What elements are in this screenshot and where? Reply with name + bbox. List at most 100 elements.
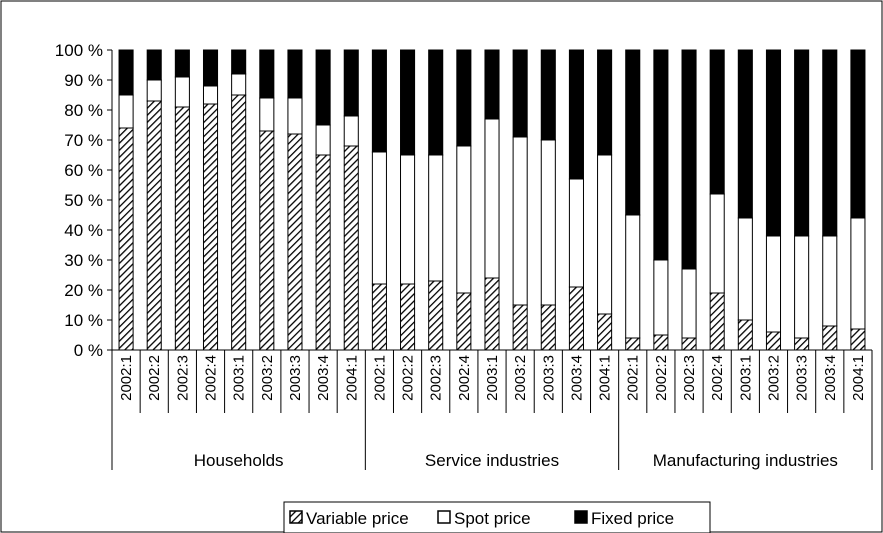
bar-segment-spot-price bbox=[202, 85, 219, 105]
bar-segment-spot-price bbox=[653, 259, 669, 336]
bar-segment-spot-price bbox=[484, 118, 500, 279]
y-tick-label: 80 % bbox=[64, 101, 103, 120]
bar-segment-variable-price bbox=[822, 325, 838, 351]
bar-segment-variable-price bbox=[568, 286, 584, 351]
y-tick-label: 60 % bbox=[64, 161, 103, 180]
bar-segment-spot-price bbox=[765, 235, 782, 333]
bar-segment-fixed-price bbox=[737, 49, 753, 219]
x-category-label: 2003:3 bbox=[794, 355, 811, 401]
y-tick-label: 50 % bbox=[64, 191, 103, 210]
bar-segment-spot-price bbox=[400, 154, 416, 285]
legend-label: Variable price bbox=[306, 509, 409, 528]
bar-segment-fixed-price bbox=[709, 49, 725, 195]
x-category-label: 2003:4 bbox=[822, 355, 839, 401]
x-category-label: 2002:3 bbox=[174, 355, 191, 401]
bar-segment-variable-price bbox=[371, 283, 387, 351]
bar-segment-fixed-price bbox=[287, 49, 303, 99]
bar-segment-fixed-price bbox=[456, 49, 472, 147]
bar-segment-fixed-price bbox=[202, 49, 219, 87]
bar-segment-spot-price bbox=[456, 145, 472, 294]
bar-segment-spot-price bbox=[343, 115, 359, 147]
bar-segment-spot-price bbox=[568, 178, 584, 288]
bar-segment-variable-price bbox=[597, 313, 613, 351]
bar-segment-variable-price bbox=[484, 277, 500, 351]
bar-segment-fixed-price bbox=[625, 49, 641, 216]
bar-segment-variable-price bbox=[231, 94, 247, 351]
bar-segment-fixed-price bbox=[315, 49, 331, 126]
bar-segment-variable-price bbox=[625, 337, 641, 351]
x-category-label: 2002:1 bbox=[118, 355, 135, 401]
bar-segment-spot-price bbox=[371, 151, 387, 285]
bar-segment-fixed-price bbox=[512, 49, 528, 138]
bar-segment-fixed-price bbox=[597, 49, 613, 156]
bar-segment-fixed-price bbox=[822, 49, 838, 237]
bar-segment-fixed-price bbox=[174, 49, 190, 78]
x-category-label: 2004:1 bbox=[597, 355, 614, 401]
bar-segment-variable-price bbox=[174, 106, 190, 351]
y-tick-label: 30 % bbox=[64, 251, 103, 270]
x-group-label: Manufacturing industries bbox=[653, 451, 838, 470]
bar-segment-variable-price bbox=[118, 127, 134, 351]
x-category-label: 2004:1 bbox=[343, 355, 360, 401]
bar-segment-spot-price bbox=[850, 217, 866, 330]
legend-box bbox=[283, 501, 711, 533]
x-category-label: 2002:2 bbox=[653, 355, 670, 401]
x-category-label: 2003:1 bbox=[484, 355, 501, 401]
bar-segment-fixed-price bbox=[540, 49, 556, 141]
bar-segment-fixed-price bbox=[653, 49, 669, 261]
bar-segment-fixed-price bbox=[568, 49, 584, 180]
bar-segment-spot-price bbox=[794, 235, 810, 339]
bar-segment-spot-price bbox=[681, 268, 697, 339]
bar-segment-variable-price bbox=[259, 130, 275, 351]
x-category-label: 2002:2 bbox=[146, 355, 163, 401]
x-category-label: 2003:1 bbox=[737, 355, 754, 401]
bar-segment-variable-price bbox=[146, 100, 162, 351]
bar-segment-variable-price bbox=[540, 304, 556, 351]
bar-segment-variable-price bbox=[850, 328, 866, 351]
x-group-label: Households bbox=[194, 451, 284, 470]
bar-segment-spot-price bbox=[540, 139, 556, 306]
bar-segment-variable-price bbox=[400, 283, 416, 351]
bar-segment-spot-price bbox=[737, 217, 753, 321]
bar-segment-spot-price bbox=[625, 214, 641, 339]
x-category-label: 2002:4 bbox=[456, 355, 473, 401]
bar-segment-spot-price bbox=[428, 154, 444, 282]
bar-segment-spot-price bbox=[287, 97, 303, 135]
y-tick-label: 70 % bbox=[64, 131, 103, 150]
bar-segment-fixed-price bbox=[428, 49, 444, 156]
bar-segment-variable-price bbox=[287, 133, 303, 351]
bar-segment-spot-price bbox=[512, 136, 528, 306]
x-category-label: 2003:2 bbox=[765, 355, 782, 401]
y-tick-label: 40 % bbox=[64, 221, 103, 240]
bar-segment-fixed-price bbox=[343, 49, 359, 117]
x-category-label: 2002:4 bbox=[709, 355, 726, 401]
x-category-label: 2003:3 bbox=[540, 355, 557, 401]
bar-segment-variable-price bbox=[315, 154, 331, 351]
bar-segment-fixed-price bbox=[765, 49, 782, 237]
bar-segment-fixed-price bbox=[794, 49, 810, 237]
bar-segment-variable-price bbox=[681, 337, 697, 351]
bar-segment-variable-price bbox=[794, 337, 810, 351]
bar-segment-fixed-price bbox=[231, 49, 247, 75]
x-category-label: 2003:2 bbox=[259, 355, 276, 401]
bar-segment-variable-price bbox=[709, 292, 725, 351]
x-category-label: 2003:2 bbox=[512, 355, 529, 401]
bar-segment-variable-price bbox=[653, 334, 669, 351]
legend-swatch bbox=[289, 510, 303, 524]
bar-segment-fixed-price bbox=[484, 49, 500, 120]
bar-segment-spot-price bbox=[709, 193, 725, 294]
x-category-label: 2002:2 bbox=[400, 355, 417, 401]
legend: Variable price Spot price Fixed price bbox=[283, 501, 711, 533]
legend-swatch bbox=[437, 510, 451, 524]
bar-segment-fixed-price bbox=[371, 49, 387, 153]
y-tick-label: 10 % bbox=[64, 311, 103, 330]
bar-segment-spot-price bbox=[118, 94, 134, 129]
x-category-label: 2002:3 bbox=[681, 355, 698, 401]
x-category-label: 2003:4 bbox=[568, 355, 585, 401]
bar-segment-spot-price bbox=[231, 73, 247, 96]
x-category-label: 2003:3 bbox=[287, 355, 304, 401]
legend-swatch bbox=[574, 510, 588, 524]
bar-segment-variable-price bbox=[428, 280, 444, 351]
y-tick-label: 90 % bbox=[64, 71, 103, 90]
